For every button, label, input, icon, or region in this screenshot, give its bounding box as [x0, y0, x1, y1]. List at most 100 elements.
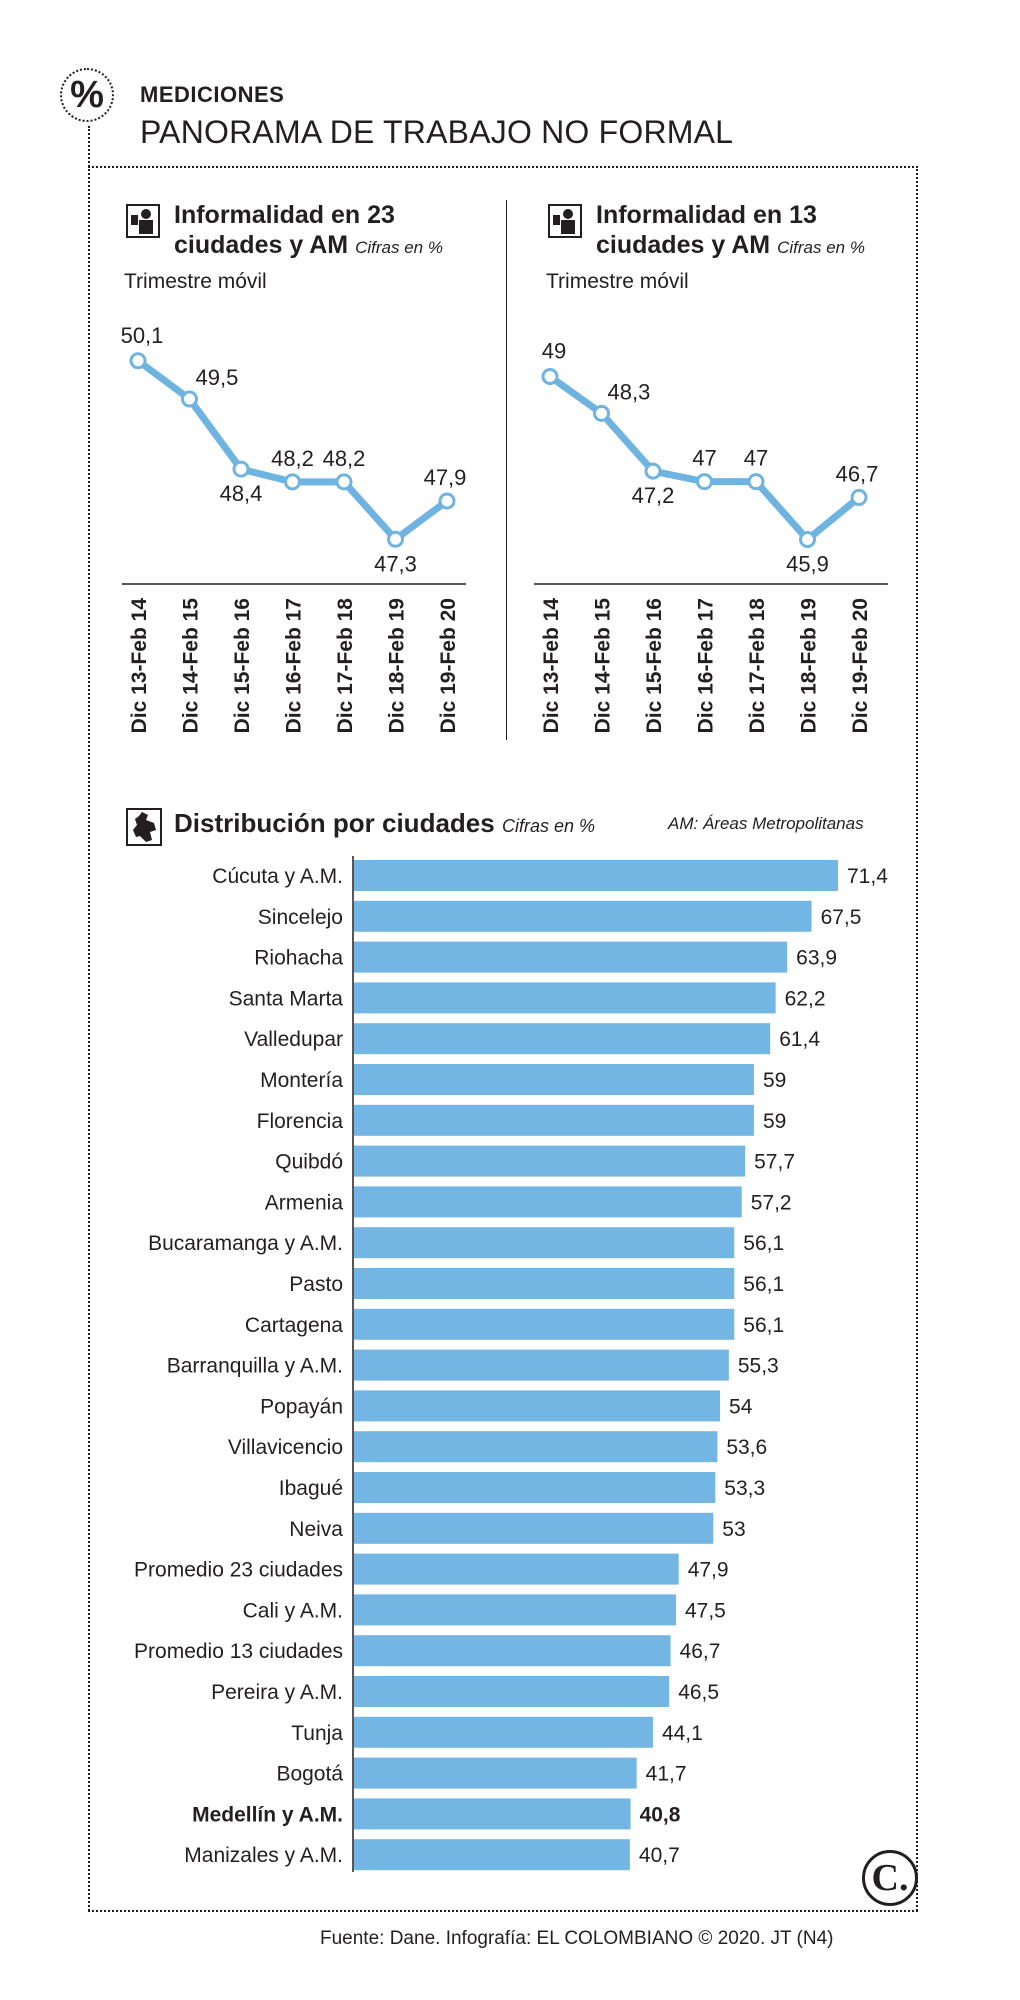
bar: [354, 1472, 716, 1503]
bar: [354, 1594, 676, 1626]
left-tick-label: Dic 19-Feb 20: [437, 598, 460, 733]
bar-value-label: 71,4: [847, 865, 888, 888]
bar-category-label: Popayán: [260, 1395, 343, 1418]
left-tick-label: Dic 17-Feb 18: [334, 598, 357, 734]
right-data-point: [644, 462, 662, 480]
left-chart-title-line1: Informalidad en 23: [174, 201, 395, 229]
right-data-point: [593, 404, 610, 422]
bar-category-label: Sincelejo: [258, 906, 343, 929]
distribution-title: Distribución por ciudades Cifras en %: [174, 808, 595, 839]
left-data-point: [438, 492, 456, 510]
bar-category-label: Armenia: [265, 1191, 344, 1214]
bar: [354, 1104, 754, 1136]
right-tick-label: Dic 14-Feb 15: [592, 598, 615, 734]
left-chart-unit-note: Cifras en %: [355, 238, 443, 257]
right-chart-caption: Trimestre móvil: [546, 270, 689, 293]
bar-value-label: 59: [763, 1110, 786, 1133]
right-data-label: 46,7: [836, 461, 879, 486]
bar: [354, 900, 812, 932]
bar-category-label: Cali y A.M.: [243, 1599, 343, 1622]
bar: [354, 1798, 631, 1830]
bar: [354, 1839, 630, 1871]
right-chart-unit-note: Cifras en %: [777, 238, 865, 257]
bar-category-label: Quibdó: [275, 1151, 343, 1174]
bar: [354, 1553, 679, 1585]
worker-icon: [548, 204, 582, 238]
left-data-label: 49,5: [196, 365, 239, 390]
bar-category-label: Neiva: [289, 1518, 343, 1541]
right-data-point: [799, 530, 816, 548]
bar-value-label: 57,2: [751, 1191, 792, 1214]
left-data-point: [387, 530, 404, 548]
left-data-point: [129, 352, 147, 370]
right-chart-title-line1: Informalidad en 13: [596, 201, 817, 229]
bar: [354, 1512, 714, 1544]
bar-value-label: 46,7: [680, 1640, 721, 1663]
right-chart-title-text: ciudades y AM: [596, 231, 771, 259]
bar: [354, 860, 838, 891]
bar-value-label: 61,4: [779, 1028, 820, 1051]
left-tick-label: Dic 14-Feb 15: [180, 598, 203, 734]
bar-category-label: Bogotá: [276, 1763, 343, 1786]
bar-category-label: Promedio 23 ciudades: [134, 1559, 343, 1582]
left-chart-caption: Trimestre móvil: [124, 270, 267, 293]
frame-border-left: [88, 126, 90, 1911]
percent-badge-icon: %: [60, 68, 114, 122]
bar-value-label: 53,3: [724, 1477, 765, 1500]
colombia-map-icon: [126, 808, 162, 846]
bar-category-label: Montería: [260, 1069, 343, 1092]
right-data-point: [541, 368, 559, 386]
bar: [354, 1349, 729, 1381]
right-tick-label: Dic 17-Feb 18: [746, 598, 769, 734]
right-tick-label: Dic 13-Feb 14: [540, 598, 563, 734]
right-tick-label: Dic 15-Feb 16: [643, 598, 666, 733]
frame-border-bottom: [88, 1910, 918, 1912]
left-tick-label: Dic 16-Feb 17: [283, 598, 306, 733]
distribution-title-text: Distribución por ciudades: [174, 808, 495, 838]
bar-category-label: Villavicencio: [228, 1436, 343, 1459]
left-data-label: 47,9: [424, 465, 467, 490]
left-data-label: 48,2: [323, 446, 366, 471]
bar-value-label: 47,5: [685, 1599, 726, 1622]
right-data-label: 47: [692, 446, 716, 471]
bar: [354, 1186, 742, 1218]
bar-value-label: 47,9: [688, 1559, 729, 1582]
bar-value-label: 63,9: [796, 947, 837, 970]
right-tick-label: Dic 18-Feb 19: [798, 598, 821, 733]
bar-category-label: Barranquilla y A.M.: [167, 1355, 343, 1378]
am-note: AM: Áreas Metropolitanas: [668, 814, 864, 833]
right-data-point: [850, 488, 868, 506]
left-data-point: [232, 460, 250, 478]
bar-value-label: 46,5: [678, 1681, 719, 1704]
bar-value-label: 53,6: [726, 1436, 767, 1459]
bar-category-label: Ibagué: [279, 1477, 343, 1500]
bar-value-label: 56,1: [743, 1232, 784, 1255]
kicker: MEDICIONES: [140, 82, 285, 107]
bar-value-label: 44,1: [662, 1722, 703, 1745]
bar-value-label: 41,7: [646, 1763, 687, 1786]
charts-divider: [506, 200, 507, 740]
right-data-point: [696, 473, 713, 491]
bar-category-label: Cartagena: [245, 1314, 343, 1337]
bar-category-label: Florencia: [257, 1110, 344, 1133]
right-data-label: 47,2: [632, 483, 675, 508]
left-data-label: 50,1: [121, 323, 164, 348]
left-data-point: [181, 390, 198, 408]
right-data-label: 45,9: [786, 551, 829, 576]
right-data-label: 48,3: [608, 379, 651, 404]
bar-category-label: Medellín y A.M.: [192, 1803, 343, 1826]
bar: [354, 1064, 754, 1095]
left-data-point: [284, 473, 301, 491]
bar-value-label: 67,5: [821, 906, 862, 929]
bar-category-label: Tunja: [291, 1722, 343, 1745]
left-tick-label: Dic 13-Feb 14: [128, 598, 151, 734]
bar-category-label: Pasto: [289, 1273, 343, 1296]
bar-value-label: 53: [722, 1518, 745, 1541]
frame-border-right: [916, 166, 918, 1911]
left-data-point: [335, 473, 353, 491]
right-data-label: 49: [542, 339, 566, 364]
bar-value-label: 40,7: [639, 1844, 680, 1867]
bar: [354, 982, 776, 1014]
bar-category-label: Bucaramanga y A.M.: [148, 1232, 343, 1255]
